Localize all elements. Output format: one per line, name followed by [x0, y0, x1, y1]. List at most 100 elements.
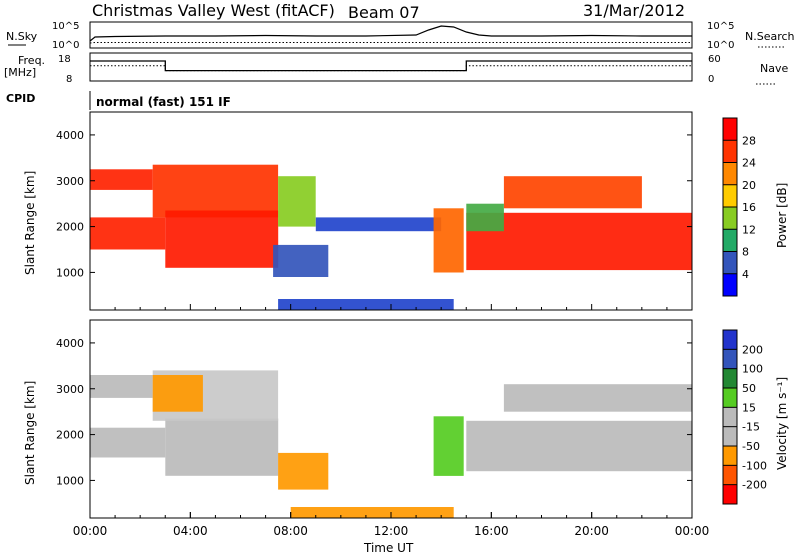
- velocity-colorbar-frame: [722, 329, 738, 505]
- freq-frame: [89, 52, 693, 82]
- power-colorbar-swatch: [723, 273, 737, 297]
- velocity-scatter-region-5: [278, 452, 329, 490]
- freq-label-line1: Freq.: [18, 54, 45, 67]
- beam-label: Beam 07: [348, 3, 420, 22]
- power-colorbar-label: Power [dB]: [775, 183, 789, 248]
- velocity-colorbar-tick-label: -15: [742, 421, 760, 434]
- noise-ytick-left-bottom: 10^0: [52, 40, 79, 51]
- power-colorbar-tick-label: 16: [742, 201, 756, 214]
- velocity-ytick-label: 1000: [56, 474, 84, 487]
- velocity-colorbar-tick-label: 15: [742, 401, 756, 414]
- velocity-colorbar-swatch: [723, 368, 737, 388]
- velocity-colorbar-swatch: [723, 407, 737, 427]
- frequency-line: [90, 60, 692, 72]
- velocity-scatter-region-2: [165, 418, 279, 476]
- x-tick-label: 20:00: [574, 524, 609, 538]
- velocity-colorbar-swatch: [723, 465, 737, 485]
- x-tick-label: 00:00: [675, 524, 710, 538]
- velocity-colorbar-swatch: [723, 426, 737, 446]
- power-scatter-region-11: [278, 299, 454, 310]
- power-scatter-region-10: [466, 203, 504, 232]
- cpid-text: normal (fast) 151 IF: [96, 95, 231, 109]
- velocity-colorbar-swatch: [723, 388, 737, 408]
- velocity-scatter-region-9: [290, 507, 454, 518]
- nave-label: Nave: [760, 62, 788, 75]
- cpid-label: CPID: [6, 92, 35, 105]
- x-axis-title: Time UT: [363, 541, 414, 554]
- velocity-colorbar-tick-label: 200: [742, 343, 763, 356]
- velocity-scatter-region-6: [433, 416, 464, 476]
- velocity-ytick-label: 3000: [56, 383, 84, 396]
- power-ytick-label: 2000: [56, 221, 84, 234]
- power-colorbar-swatch: [723, 251, 737, 274]
- velocity-colorbar-swatch: [723, 484, 737, 504]
- power-ytick-label: 1000: [56, 266, 84, 279]
- x-tick-label: 16:00: [474, 524, 509, 538]
- power-ytick-label: 3000: [56, 175, 84, 188]
- power-colorbar-swatch: [723, 184, 737, 208]
- freq-label-line2: [MHz]: [4, 66, 36, 79]
- velocity-ytick-label: 2000: [56, 429, 84, 442]
- nave-ytick-top: 60: [708, 54, 721, 65]
- noise-sky-line: [89, 25, 692, 42]
- velocity-panel: Slant Range [km] 4000 3000 2000 1000 00:00 0…: [23, 304, 789, 554]
- noise-search-line: [89, 42, 692, 44]
- power-scatter-region-6: [315, 217, 442, 232]
- velocity-colorbar-label: Velocity [m s⁻¹]: [775, 377, 789, 470]
- power-scatter-region-5: [273, 244, 329, 277]
- noise-right-label: N.Search: [745, 30, 795, 43]
- power-colorbar-swatch: [723, 118, 737, 141]
- power-colorbar-tick-label: 28: [742, 134, 756, 147]
- nave-ytick-bottom: 0: [708, 74, 714, 85]
- velocity-colorbar-swatch: [723, 446, 737, 466]
- power-scatter-region-7: [433, 208, 464, 273]
- velocity-colorbar-tick-label: -200: [742, 479, 767, 492]
- power-colorbar-tick-label: 4: [742, 268, 749, 281]
- frequency-panel: Freq. [MHz] Nave 18 8 60 0: [4, 52, 788, 85]
- power-colorbar-tick-label: 24: [742, 157, 756, 170]
- power-ytick-label: 4000: [56, 129, 84, 142]
- velocity-colorbar-tick-label: 100: [742, 363, 763, 376]
- station-title: Christmas Valley West (fitACF): [92, 1, 335, 20]
- power-scatter-region-1: [90, 169, 153, 190]
- noise-left-label: N.Sky: [6, 30, 38, 43]
- nave-line: [90, 65, 692, 72]
- velocity-colorbar-tick-label: -100: [742, 459, 767, 472]
- velocity-colorbar-tick-label: -50: [742, 440, 760, 453]
- velocity-scatter-region-7: [466, 420, 693, 472]
- date-label: 31/Mar/2012: [583, 1, 685, 20]
- freq-ytick-top: 18: [58, 54, 71, 65]
- velocity-colorbar-swatch: [723, 330, 737, 350]
- noise-ytick-right-top: 10^5: [707, 21, 734, 32]
- power-scatter-region-3: [165, 210, 279, 268]
- x-tick-label: 12:00: [374, 524, 409, 538]
- power-panel: Slant Range [km] 4000 3000 2000 1000 28 24 20…: [23, 111, 789, 311]
- power-scatter-region-0: [90, 217, 166, 250]
- power-colorbar-swatch: [723, 229, 737, 252]
- power-scatter-region-8: [466, 212, 693, 271]
- x-tick-label: 00:00: [73, 524, 108, 538]
- power-colorbar-tick-label: 8: [742, 246, 749, 259]
- velocity-scatter-region-8: [503, 384, 692, 412]
- x-tick-label: 08:00: [273, 524, 308, 538]
- velocity-scatter-region-4: [152, 375, 203, 412]
- power-ylabel: Slant Range [km]: [23, 171, 37, 275]
- power-scatter-region-2: [152, 164, 279, 218]
- freq-ytick-bottom: 8: [66, 74, 72, 85]
- noise-ytick-right-bottom: 10^0: [707, 40, 734, 51]
- velocity-scatter-region-0: [90, 427, 166, 458]
- velocity-ytick-label: 4000: [56, 337, 84, 350]
- power-colorbar-tick-label: 12: [742, 223, 756, 236]
- x-tick-label: 04:00: [173, 524, 208, 538]
- velocity-ylabel: Slant Range [km]: [23, 381, 37, 485]
- power-scatter-region-9: [503, 176, 642, 209]
- power-scatter-region-4: [278, 176, 316, 227]
- noise-ytick-left-top: 10^5: [52, 21, 79, 32]
- power-colorbar-swatch: [723, 140, 737, 163]
- power-colorbar-swatch: [723, 207, 737, 230]
- noise-frame: [89, 21, 693, 49]
- velocity-scatter-region-1: [90, 375, 153, 398]
- power-colorbar-tick-label: 20: [742, 179, 756, 192]
- power-colorbar-swatch: [723, 162, 737, 185]
